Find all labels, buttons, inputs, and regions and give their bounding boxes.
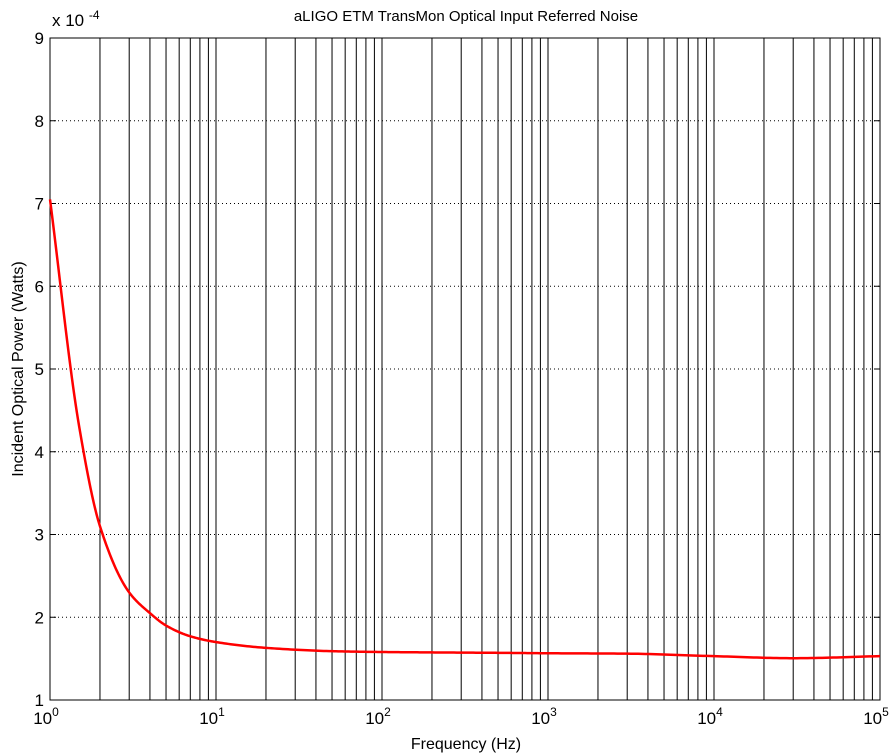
y-multiplier-label: x 10 -4 [52, 8, 100, 30]
x-tick-base: 10 [697, 709, 716, 728]
grid [50, 38, 880, 700]
y-tick-label: 4 [35, 443, 44, 462]
x-tick-exponent: 2 [384, 705, 391, 719]
y-tick-label: 9 [35, 29, 44, 48]
x-tick-label: 103 [531, 705, 557, 728]
y-tick-label: 3 [35, 526, 44, 545]
x-tick-base: 10 [365, 709, 384, 728]
y-multiplier-exponent: -4 [89, 8, 100, 22]
x-tick-base: 10 [863, 709, 882, 728]
x-tick-exponent: 4 [716, 705, 723, 719]
y-tick-label: 7 [35, 195, 44, 214]
series-line [48, 199, 881, 660]
y-tick-label: 5 [35, 360, 44, 379]
series-group [48, 199, 881, 660]
y-axis-title: Incident Optical Power (Watts) [10, 261, 27, 476]
x-tick-exponent: 3 [550, 705, 557, 719]
y-tick-label: 2 [35, 608, 44, 627]
x-tick-label: 100 [33, 705, 59, 728]
x-tick-exponent: 1 [218, 705, 225, 719]
x-axis-title: Frequency (Hz) [411, 736, 521, 753]
y-multiplier-text: x 10 [52, 11, 84, 30]
x-tick-base: 10 [33, 709, 52, 728]
x-tick-label: 102 [365, 705, 391, 728]
y-tick-label: 1 [35, 691, 44, 710]
y-tick-label: 6 [35, 277, 44, 296]
x-tick-exponent: 0 [52, 705, 59, 719]
x-tick-base: 10 [531, 709, 550, 728]
x-tick-exponent: 5 [882, 705, 889, 719]
x-tick-base: 10 [199, 709, 218, 728]
chart-title: aLIGO ETM TransMon Optical Input Referre… [294, 8, 638, 25]
x-tick-label: 101 [199, 705, 225, 728]
x-tick-label: 104 [697, 705, 723, 728]
x-tick-label: 105 [863, 705, 889, 728]
y-tick-label: 8 [35, 112, 44, 131]
